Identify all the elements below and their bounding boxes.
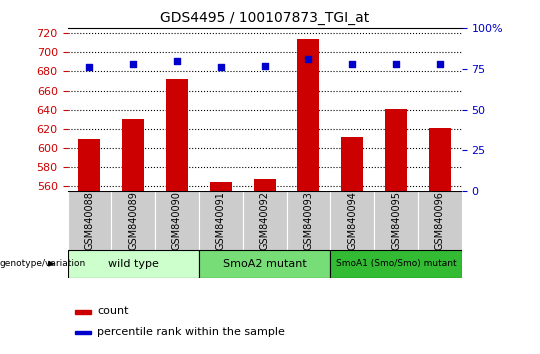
Text: GSM840092: GSM840092	[260, 191, 269, 250]
Bar	[76, 331, 91, 335]
Bar	[68, 191, 111, 250]
Bar	[330, 250, 462, 278]
Text: GSM840096: GSM840096	[435, 191, 445, 250]
Title: GDS4495 / 100107873_TGI_at: GDS4495 / 100107873_TGI_at	[160, 11, 369, 24]
Bar	[122, 119, 144, 354]
Point	[129, 61, 138, 67]
Bar	[210, 182, 232, 354]
Point	[304, 56, 313, 62]
Point	[348, 61, 356, 67]
Text: count: count	[97, 306, 129, 316]
Text: GSM840093: GSM840093	[303, 191, 313, 250]
Bar	[76, 310, 91, 314]
Bar	[374, 191, 418, 250]
Bar	[78, 139, 100, 354]
Bar	[199, 191, 242, 250]
Bar	[341, 137, 363, 354]
Bar	[385, 109, 407, 354]
Point	[217, 64, 225, 70]
Bar	[111, 191, 155, 250]
Point	[85, 64, 94, 70]
Bar	[155, 191, 199, 250]
Text: SmoA2 mutant: SmoA2 mutant	[222, 259, 307, 269]
Text: wild type: wild type	[108, 259, 159, 269]
Bar	[254, 179, 275, 354]
Text: genotype/variation: genotype/variation	[0, 259, 86, 268]
Point	[435, 61, 444, 67]
Point	[173, 58, 181, 64]
Bar	[199, 250, 330, 278]
Bar	[429, 128, 451, 354]
Text: GSM840091: GSM840091	[216, 191, 226, 250]
Bar	[298, 39, 319, 354]
Bar	[330, 191, 374, 250]
Text: GSM840089: GSM840089	[128, 191, 138, 250]
Point	[392, 61, 400, 67]
Bar	[418, 191, 462, 250]
Text: percentile rank within the sample: percentile rank within the sample	[97, 327, 285, 337]
Text: GSM840090: GSM840090	[172, 191, 182, 250]
Text: SmoA1 (Smo/Smo) mutant: SmoA1 (Smo/Smo) mutant	[336, 259, 456, 268]
Text: GSM840094: GSM840094	[347, 191, 357, 250]
Bar	[68, 250, 199, 278]
Bar	[287, 191, 330, 250]
Text: GSM840095: GSM840095	[391, 191, 401, 250]
Text: GSM840088: GSM840088	[84, 191, 94, 250]
Point	[260, 63, 269, 69]
Bar	[166, 79, 188, 354]
Bar	[242, 191, 287, 250]
